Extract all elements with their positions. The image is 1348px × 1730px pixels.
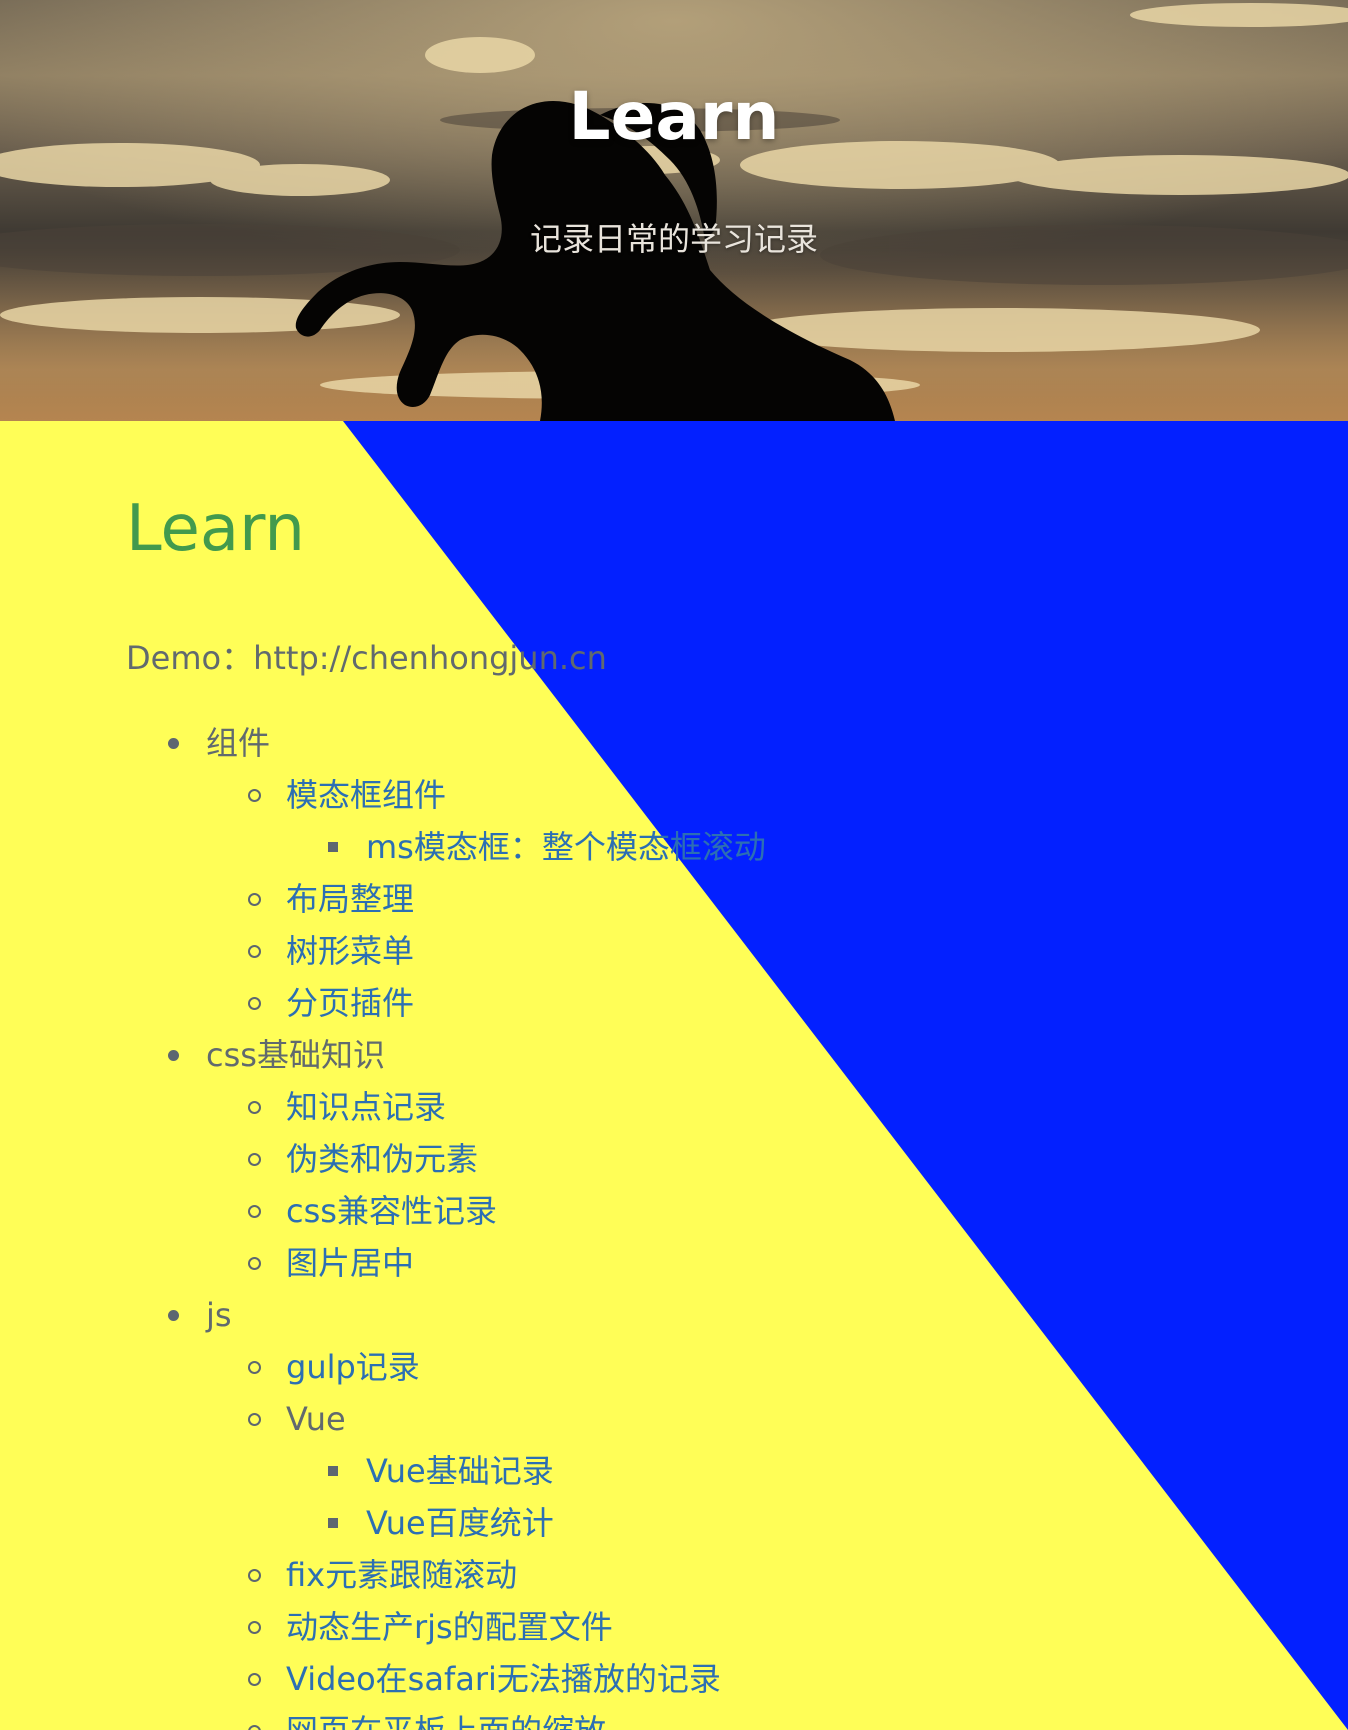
link-pagination[interactable]: 分页插件 bbox=[286, 984, 415, 1022]
link-vue-basic[interactable]: Vue基础记录 bbox=[366, 1452, 554, 1490]
square-bullet bbox=[328, 842, 338, 852]
list-item[interactable]: ms模态框：整个模态框滚动 bbox=[126, 821, 766, 873]
circle-bullet bbox=[248, 1153, 261, 1166]
list-item[interactable]: 动态生产rjs的配置文件 bbox=[126, 1601, 766, 1653]
circle-bullet bbox=[248, 1413, 261, 1426]
link-tree-menu[interactable]: 树形菜单 bbox=[286, 932, 415, 970]
link-pseudo[interactable]: 伪类和伪元素 bbox=[286, 1140, 479, 1178]
circle-bullet bbox=[248, 1621, 261, 1634]
topic-list: 组件 模态框组件 ms模态框：整个模态框滚动 布局整理 树形菜单 分页插件 cs… bbox=[126, 717, 766, 1730]
demo-link-text: Demo：http://chenhongjun.cn bbox=[126, 639, 607, 677]
banner-background-image bbox=[0, 0, 1348, 421]
link-css-compat[interactable]: css兼容性记录 bbox=[286, 1192, 497, 1230]
link-img-center[interactable]: 图片居中 bbox=[286, 1244, 415, 1282]
section-label: css基础知识 bbox=[206, 1036, 385, 1074]
link-css-notes[interactable]: 知识点记录 bbox=[286, 1088, 447, 1126]
circle-bullet bbox=[248, 1101, 261, 1114]
square-bullet bbox=[328, 1466, 338, 1476]
subsection-label: Vue bbox=[286, 1400, 346, 1438]
link-ms-modal[interactable]: ms模态框：整个模态框滚动 bbox=[366, 828, 766, 866]
list-item-js: js bbox=[126, 1289, 766, 1341]
horse-silhouette bbox=[295, 100, 895, 421]
circle-bullet bbox=[248, 1257, 261, 1270]
list-item[interactable]: Video在safari无法播放的记录 bbox=[126, 1653, 766, 1705]
section-label: js bbox=[206, 1296, 232, 1334]
content-background bbox=[0, 421, 1348, 1730]
circle-bullet bbox=[248, 1725, 261, 1730]
list-item-components: 组件 bbox=[126, 717, 766, 769]
list-item[interactable]: css兼容性记录 bbox=[126, 1185, 766, 1237]
square-bullet bbox=[328, 1518, 338, 1528]
circle-bullet bbox=[248, 1569, 261, 1582]
section-label: 组件 bbox=[206, 724, 271, 762]
list-item[interactable]: Vue基础记录 bbox=[126, 1445, 766, 1497]
list-item[interactable]: gulp记录 bbox=[126, 1341, 766, 1393]
circle-bullet bbox=[248, 945, 261, 958]
list-item-vue: Vue bbox=[126, 1393, 766, 1445]
link-tablet-zoom[interactable]: 网页在平板上面的缩放 bbox=[286, 1712, 606, 1730]
list-item[interactable]: 知识点记录 bbox=[126, 1081, 766, 1133]
list-item[interactable]: fix元素跟随滚动 bbox=[126, 1549, 766, 1601]
diagonal-blue-panel bbox=[343, 421, 1348, 1730]
list-item[interactable]: 伪类和伪元素 bbox=[126, 1133, 766, 1185]
list-item[interactable]: 布局整理 bbox=[126, 873, 766, 925]
link-video-safari[interactable]: Video在safari无法播放的记录 bbox=[286, 1660, 721, 1698]
link-vue-baidu[interactable]: Vue百度统计 bbox=[366, 1504, 554, 1542]
link-fix-scroll[interactable]: fix元素跟随滚动 bbox=[286, 1556, 518, 1594]
list-item[interactable]: 模态框组件 bbox=[126, 769, 766, 821]
site-subtitle: 记录日常的学习记录 bbox=[529, 220, 818, 258]
page-title: Learn bbox=[126, 492, 305, 566]
list-item[interactable]: 树形菜单 bbox=[126, 925, 766, 977]
circle-bullet bbox=[248, 789, 261, 802]
list-item[interactable]: 分页插件 bbox=[126, 977, 766, 1029]
circle-bullet bbox=[248, 1673, 261, 1686]
link-layout[interactable]: 布局整理 bbox=[286, 880, 415, 918]
list-item[interactable]: 网页在平板上面的缩放 bbox=[126, 1705, 766, 1730]
circle-bullet bbox=[248, 997, 261, 1010]
disc-bullet bbox=[168, 738, 179, 749]
list-item[interactable]: Vue百度统计 bbox=[126, 1497, 766, 1549]
link-modal-component[interactable]: 模态框组件 bbox=[286, 776, 447, 814]
circle-bullet bbox=[248, 1361, 261, 1374]
disc-bullet bbox=[168, 1050, 179, 1061]
link-gulp[interactable]: gulp记录 bbox=[286, 1348, 420, 1386]
link-rjs-config[interactable]: 动态生产rjs的配置文件 bbox=[286, 1608, 613, 1646]
circle-bullet bbox=[248, 893, 261, 906]
list-item-css: css基础知识 bbox=[126, 1029, 766, 1081]
list-item[interactable]: 图片居中 bbox=[126, 1237, 766, 1289]
circle-bullet bbox=[248, 1205, 261, 1218]
site-title: Learn bbox=[568, 78, 780, 155]
header-banner: Learn 记录日常的学习记录 bbox=[0, 0, 1348, 421]
disc-bullet bbox=[168, 1310, 179, 1321]
